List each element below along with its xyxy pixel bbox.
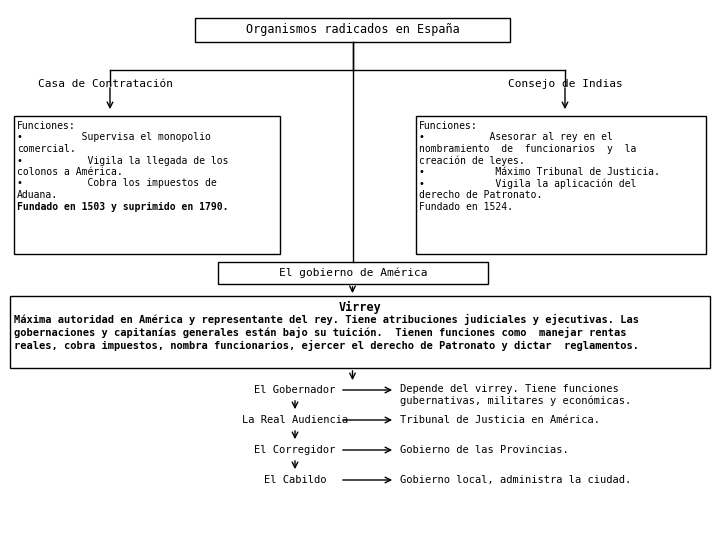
Text: El Gobernador: El Gobernador	[254, 385, 336, 395]
Text: Consejo de Indias: Consejo de Indias	[508, 79, 622, 89]
Text: •            Vigila la aplicación del: • Vigila la aplicación del	[419, 179, 636, 189]
Text: Gobierno de las Provincias.: Gobierno de las Provincias.	[400, 445, 569, 455]
Text: Organismos radicados en España: Organismos radicados en España	[246, 24, 459, 37]
Text: •           Cobra los impuestos de: • Cobra los impuestos de	[17, 179, 217, 188]
Text: creación de leyes.: creación de leyes.	[419, 156, 525, 166]
Text: El Cabildo: El Cabildo	[264, 475, 326, 485]
Text: Depende del virrey. Tiene funciones: Depende del virrey. Tiene funciones	[400, 384, 618, 394]
Text: La Real Audiencia: La Real Audiencia	[242, 415, 348, 425]
Bar	[195, 18, 510, 42]
Text: comercial.: comercial.	[17, 144, 76, 154]
Text: colonos a América.: colonos a América.	[17, 167, 122, 177]
Text: derecho de Patronato.: derecho de Patronato.	[419, 190, 542, 200]
Text: El Corregidor: El Corregidor	[254, 445, 336, 455]
Text: nombramiento  de  funcionarios  y  la: nombramiento de funcionarios y la	[419, 144, 636, 154]
Text: •           Asesorar al rey en el: • Asesorar al rey en el	[419, 132, 613, 143]
Text: •          Supervisa el monopolio: • Supervisa el monopolio	[17, 132, 211, 143]
Bar	[416, 116, 706, 254]
Text: Fundado en 1524.: Fundado en 1524.	[419, 201, 513, 212]
Bar	[14, 116, 280, 254]
Text: •           Vigila la llegada de los: • Vigila la llegada de los	[17, 156, 228, 165]
Text: El gobierno de América: El gobierno de América	[279, 268, 427, 278]
Text: Gobierno local, administra la ciudad.: Gobierno local, administra la ciudad.	[400, 475, 631, 485]
Text: •            Máximo Tribunal de Justicia.: • Máximo Tribunal de Justicia.	[419, 167, 660, 177]
Text: reales, cobra impuestos, nombra funcionarios, ejercer el derecho de Patronato y : reales, cobra impuestos, nombra funciona…	[14, 340, 639, 351]
Text: Aduana.: Aduana.	[17, 190, 58, 200]
Text: Tribunal de Justicia en América.: Tribunal de Justicia en América.	[400, 415, 600, 425]
Bar	[218, 262, 488, 284]
Text: Funciones:: Funciones:	[17, 121, 76, 131]
Text: gubernativas, militares y económicas.: gubernativas, militares y económicas.	[400, 396, 631, 407]
Text: Fundado en 1503 y suprimido en 1790.: Fundado en 1503 y suprimido en 1790.	[17, 201, 228, 212]
Text: gobernaciones y capitanías generales están bajo su tuición.  Tienen funciones co: gobernaciones y capitanías generales est…	[14, 327, 626, 338]
Text: Máxima autoridad en América y representante del rey. Tiene atribuciones judicial: Máxima autoridad en América y representa…	[14, 314, 639, 325]
Text: Casa de Contratación: Casa de Contratación	[37, 79, 173, 89]
Bar	[10, 296, 710, 368]
Text: Funciones:: Funciones:	[419, 121, 478, 131]
Text: Virrey: Virrey	[338, 301, 382, 314]
